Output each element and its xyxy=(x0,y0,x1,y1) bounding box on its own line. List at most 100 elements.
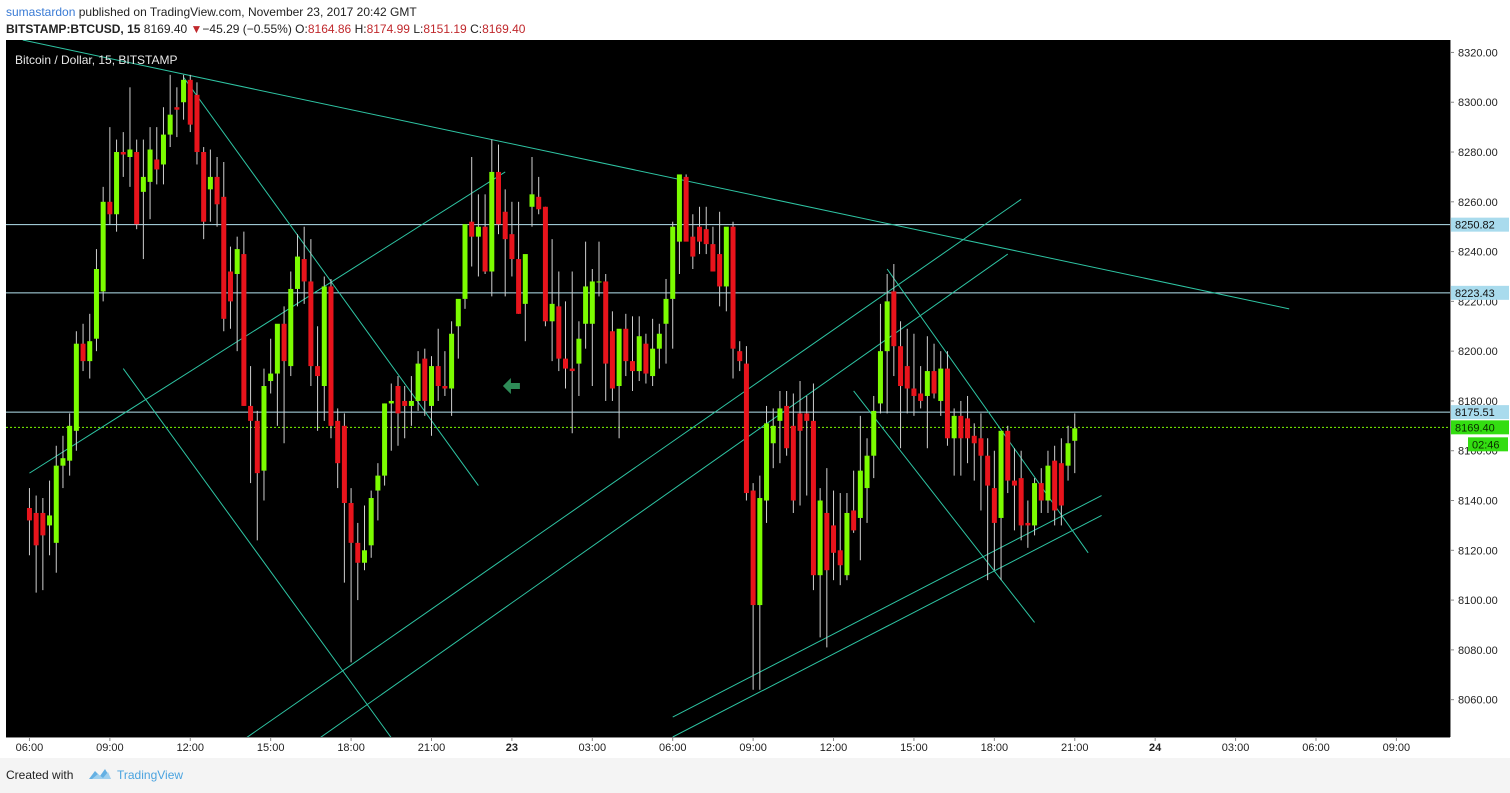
candle-body xyxy=(134,152,140,225)
y-tick-label: 8100.00 xyxy=(1458,595,1498,607)
candle-body xyxy=(415,363,421,401)
candle-body xyxy=(549,303,555,322)
candle-body xyxy=(797,413,803,431)
candle-body xyxy=(529,194,535,207)
y-tick-label: 8080.00 xyxy=(1458,645,1498,657)
candle-body xyxy=(294,256,300,289)
candle-body xyxy=(998,430,1004,518)
high-label: H: xyxy=(354,22,367,36)
candle-body xyxy=(730,226,736,349)
open-value: 8164.86 xyxy=(307,22,352,36)
author-link[interactable]: sumastardon xyxy=(6,5,76,19)
y-tick-label: 8200.00 xyxy=(1458,346,1498,358)
candle-body xyxy=(630,361,636,372)
candle-body xyxy=(234,249,240,274)
candle-body xyxy=(422,358,428,401)
candle-body xyxy=(281,323,287,362)
x-tick-label: 18:00 xyxy=(981,742,1009,754)
x-tick-label: 18:00 xyxy=(337,742,365,754)
candle-body xyxy=(87,341,93,362)
candle-body xyxy=(757,498,763,606)
candle-body xyxy=(965,418,971,439)
candle-body xyxy=(723,226,729,287)
candle-body xyxy=(114,152,120,215)
candle-body xyxy=(951,415,957,439)
candle-body xyxy=(509,234,515,260)
x-tick-label: 09:00 xyxy=(739,742,767,754)
y-tick-label: 8320.00 xyxy=(1458,47,1498,59)
candle-body xyxy=(73,343,79,431)
candle-body xyxy=(160,134,166,165)
price-chart[interactable]: Bitcoin / Dollar, 15, BITSTAMP 8320.00 830… xyxy=(6,40,1510,758)
candle-body xyxy=(556,306,562,359)
candle-body xyxy=(804,413,810,421)
x-tick-label: 09:00 xyxy=(96,742,124,754)
chart-header: sumastardon published on TradingView.com… xyxy=(0,0,1510,40)
candle-body xyxy=(435,366,441,387)
y-tick-label: 8180.00 xyxy=(1458,396,1498,408)
candle-body xyxy=(375,475,381,491)
candle-body xyxy=(583,286,589,324)
y-tick-label: 8260.00 xyxy=(1458,197,1498,209)
candle-body xyxy=(388,400,394,404)
candle-body xyxy=(40,512,46,536)
chart-title: Bitcoin / Dollar, 15, BITSTAMP xyxy=(15,53,178,67)
x-tick-label: 12:00 xyxy=(177,742,205,754)
candle-body xyxy=(348,503,354,543)
plot-background xyxy=(6,40,1450,737)
candle-body xyxy=(1025,522,1031,526)
candle-body xyxy=(817,500,823,576)
x-tick-label: 21:00 xyxy=(1061,742,1089,754)
candle-body xyxy=(274,323,280,374)
candle-body xyxy=(489,171,495,272)
trendline xyxy=(672,495,1102,718)
candle-body xyxy=(355,542,361,563)
candle-body xyxy=(898,346,904,387)
candle-body xyxy=(107,201,113,215)
trendline xyxy=(122,368,392,737)
candle-body xyxy=(703,229,709,245)
candle-body xyxy=(335,420,341,464)
candle-body xyxy=(536,196,542,210)
created-with-label: Created with xyxy=(6,768,74,782)
candle-body xyxy=(449,333,455,389)
candle-body xyxy=(837,550,843,566)
hline-price-label: 8223.43 xyxy=(1455,288,1495,300)
candle-body xyxy=(857,470,863,518)
candle-body xyxy=(636,336,642,372)
candle-body xyxy=(944,368,950,439)
candle-body xyxy=(516,259,522,314)
last-price: 8169.40 xyxy=(143,22,188,36)
open-label: O: xyxy=(295,22,308,36)
chart-area[interactable]: Bitcoin / Dollar, 15, BITSTAMP 8320.00 830… xyxy=(6,40,1510,758)
tradingview-logo-icon xyxy=(89,769,111,779)
candle-body xyxy=(382,403,388,476)
candle-body xyxy=(1065,443,1071,466)
candle-body xyxy=(904,366,910,389)
candle-body xyxy=(53,465,59,543)
candle-body xyxy=(623,328,629,362)
footer: Created with TradingView xyxy=(0,758,1510,793)
candle-body xyxy=(603,281,609,364)
tradingview-link[interactable]: TradingView xyxy=(117,768,184,782)
candle-body xyxy=(475,226,481,237)
last-price-label: 8169.40 xyxy=(1455,422,1495,434)
candle-body xyxy=(683,176,689,242)
y-tick-label: 8060.00 xyxy=(1458,695,1498,707)
change-arrow-icon: ▼ xyxy=(190,22,203,36)
candle-body xyxy=(268,373,274,382)
x-tick-label: 06:00 xyxy=(16,742,44,754)
candle-body xyxy=(174,107,180,110)
candle-body xyxy=(496,171,502,225)
candle-body xyxy=(743,363,749,494)
candle-body xyxy=(227,271,233,302)
candle-body xyxy=(254,420,260,474)
candle-body xyxy=(207,176,213,190)
hline-price-label: 8250.82 xyxy=(1455,220,1495,232)
candle-body xyxy=(569,368,575,372)
countdown-tag xyxy=(1468,437,1508,452)
candle-body xyxy=(663,298,669,324)
y-tick-label: 8140.00 xyxy=(1458,496,1498,508)
candle-body xyxy=(891,291,897,347)
x-tick-label: 21:00 xyxy=(418,742,446,754)
